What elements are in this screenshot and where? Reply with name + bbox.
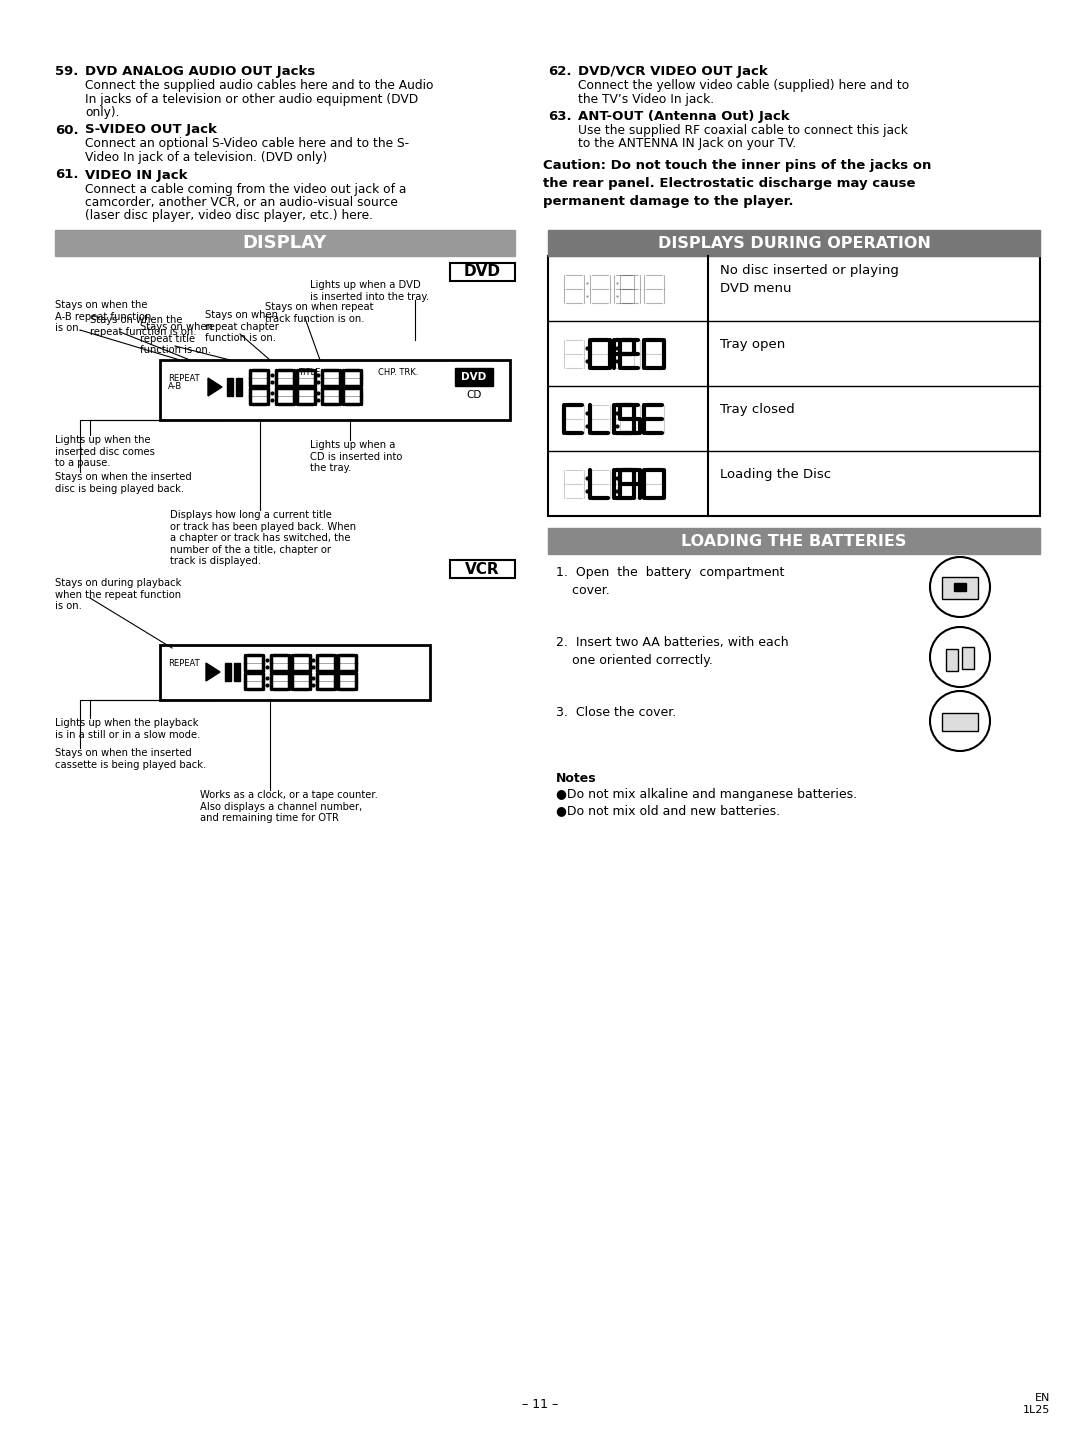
Bar — [227, 378, 233, 396]
Text: ●Do not mix alkaline and manganese batteries.: ●Do not mix alkaline and manganese batte… — [556, 788, 858, 801]
Text: 3.  Close the cover.: 3. Close the cover. — [556, 706, 676, 719]
Text: Stays on when
repeat chapter
function is on.: Stays on when repeat chapter function is… — [205, 310, 279, 343]
Text: VCR: VCR — [465, 562, 500, 576]
Text: S-VIDEO OUT Jack: S-VIDEO OUT Jack — [85, 123, 217, 136]
Text: Stays on when repeat
track function is on.: Stays on when repeat track function is o… — [265, 302, 374, 323]
Text: Lights up when the
inserted disc comes
to a pause.: Lights up when the inserted disc comes t… — [55, 435, 154, 468]
Text: Connect an optional S-Video cable here and to the S-: Connect an optional S-Video cable here a… — [85, 137, 409, 150]
Text: Stays on when
repeat title
function is on.: Stays on when repeat title function is o… — [140, 322, 213, 355]
Text: Tray open: Tray open — [720, 337, 785, 350]
Text: (laser disc player, video disc player, etc.) here.: (laser disc player, video disc player, e… — [85, 210, 373, 223]
Bar — [160, 360, 510, 420]
Text: to the ANTENNA IN Jack on your TV.: to the ANTENNA IN Jack on your TV. — [578, 137, 796, 150]
Bar — [548, 528, 1040, 553]
Text: Lights up when a
CD is inserted into
the tray.: Lights up when a CD is inserted into the… — [310, 440, 403, 473]
Bar — [234, 664, 240, 681]
Text: Caution: Do not touch the inner pins of the jacks on
the rear panel. Electrostat: Caution: Do not touch the inner pins of … — [543, 159, 931, 207]
Text: – 11 –: – 11 – — [522, 1399, 558, 1411]
Bar — [455, 368, 492, 386]
Bar — [237, 378, 242, 396]
Text: Displays how long a current title
or track has been played back. When
a chapter : Displays how long a current title or tra… — [170, 511, 356, 566]
Text: 59.: 59. — [55, 64, 79, 79]
Text: EN
1L25: EN 1L25 — [1023, 1393, 1050, 1416]
Text: In jacks of a television or other audio equipment (DVD: In jacks of a television or other audio … — [85, 93, 418, 106]
Text: Works as a clock, or a tape counter.
Also displays a channel number,
and remaini: Works as a clock, or a tape counter. Als… — [200, 789, 378, 824]
Text: camcorder, another VCR, or an audio-visual source: camcorder, another VCR, or an audio-visu… — [85, 196, 397, 209]
Text: VIDEO IN Jack: VIDEO IN Jack — [85, 169, 188, 182]
Bar — [450, 561, 515, 578]
Text: DVD: DVD — [461, 372, 487, 382]
Text: REPEAT: REPEAT — [168, 659, 200, 668]
Text: Connect a cable coming from the video out jack of a: Connect a cable coming from the video ou… — [85, 183, 406, 196]
Bar — [954, 583, 966, 591]
Polygon shape — [208, 378, 222, 396]
Text: 1.  Open  the  battery  compartment
    cover.: 1. Open the battery compartment cover. — [556, 566, 784, 596]
Text: CD: CD — [467, 390, 482, 400]
Text: REPEAT: REPEAT — [168, 375, 200, 383]
Bar — [55, 230, 515, 256]
Text: DISPLAY: DISPLAY — [243, 235, 327, 252]
Text: Loading the Disc: Loading the Disc — [720, 468, 832, 480]
Bar — [942, 576, 978, 599]
Text: Stays on when the inserted
cassette is being played back.: Stays on when the inserted cassette is b… — [55, 748, 206, 769]
Text: only).: only). — [85, 106, 120, 119]
Bar — [962, 646, 974, 669]
Text: Video In jack of a television. (DVD only): Video In jack of a television. (DVD only… — [85, 152, 327, 164]
Text: 63.: 63. — [548, 110, 571, 123]
Text: Stays on when the
A-B repeat function
is on.: Stays on when the A-B repeat function is… — [55, 300, 151, 333]
Bar — [548, 230, 1040, 256]
Text: the TV’s Video In jack.: the TV’s Video In jack. — [578, 93, 714, 106]
Text: Stays on when the
repeat function is on.: Stays on when the repeat function is on. — [90, 315, 197, 336]
Bar — [946, 649, 958, 671]
Text: DVD ANALOG AUDIO OUT Jacks: DVD ANALOG AUDIO OUT Jacks — [85, 64, 315, 79]
Text: Tray closed: Tray closed — [720, 403, 795, 416]
Text: Lights up when the playback
is in a still or in a slow mode.: Lights up when the playback is in a stil… — [55, 718, 201, 739]
Text: TITLE: TITLE — [298, 368, 321, 378]
Text: LOADING THE BATTERIES: LOADING THE BATTERIES — [681, 533, 907, 549]
Polygon shape — [206, 664, 220, 681]
Text: Notes: Notes — [556, 772, 596, 785]
Text: ANT-OUT (Antenna Out) Jack: ANT-OUT (Antenna Out) Jack — [578, 110, 789, 123]
Text: 62.: 62. — [548, 64, 571, 79]
Text: 61.: 61. — [55, 169, 79, 182]
Text: ●Do not mix old and new batteries.: ●Do not mix old and new batteries. — [556, 804, 780, 817]
Text: Stays on when the inserted
disc is being played back.: Stays on when the inserted disc is being… — [55, 472, 192, 493]
Text: 60.: 60. — [55, 123, 79, 136]
Text: Connect the supplied audio cables here and to the Audio: Connect the supplied audio cables here a… — [85, 79, 433, 92]
Text: Stays on during playback
when the repeat function
is on.: Stays on during playback when the repeat… — [55, 578, 181, 611]
Text: DVD: DVD — [464, 265, 501, 279]
Bar — [225, 664, 231, 681]
Text: No disc inserted or playing
DVD menu: No disc inserted or playing DVD menu — [720, 265, 899, 295]
Text: CHP. TRK.: CHP. TRK. — [378, 368, 418, 378]
Text: Lights up when a DVD
is inserted into the tray.: Lights up when a DVD is inserted into th… — [310, 280, 429, 302]
Bar — [942, 714, 978, 731]
Bar — [160, 645, 430, 701]
Text: A-B: A-B — [168, 382, 183, 390]
Text: DVD/VCR VIDEO OUT Jack: DVD/VCR VIDEO OUT Jack — [578, 64, 768, 79]
Bar — [548, 256, 1040, 516]
Text: 2.  Insert two AA batteries, with each
    one oriented correctly.: 2. Insert two AA batteries, with each on… — [556, 636, 788, 666]
Text: Connect the yellow video cable (supplied) here and to: Connect the yellow video cable (supplied… — [578, 79, 909, 92]
Text: DISPLAYS DURING OPERATION: DISPLAYS DURING OPERATION — [658, 236, 931, 250]
Bar — [450, 263, 515, 282]
Text: Use the supplied RF coaxial cable to connect this jack: Use the supplied RF coaxial cable to con… — [578, 124, 908, 137]
